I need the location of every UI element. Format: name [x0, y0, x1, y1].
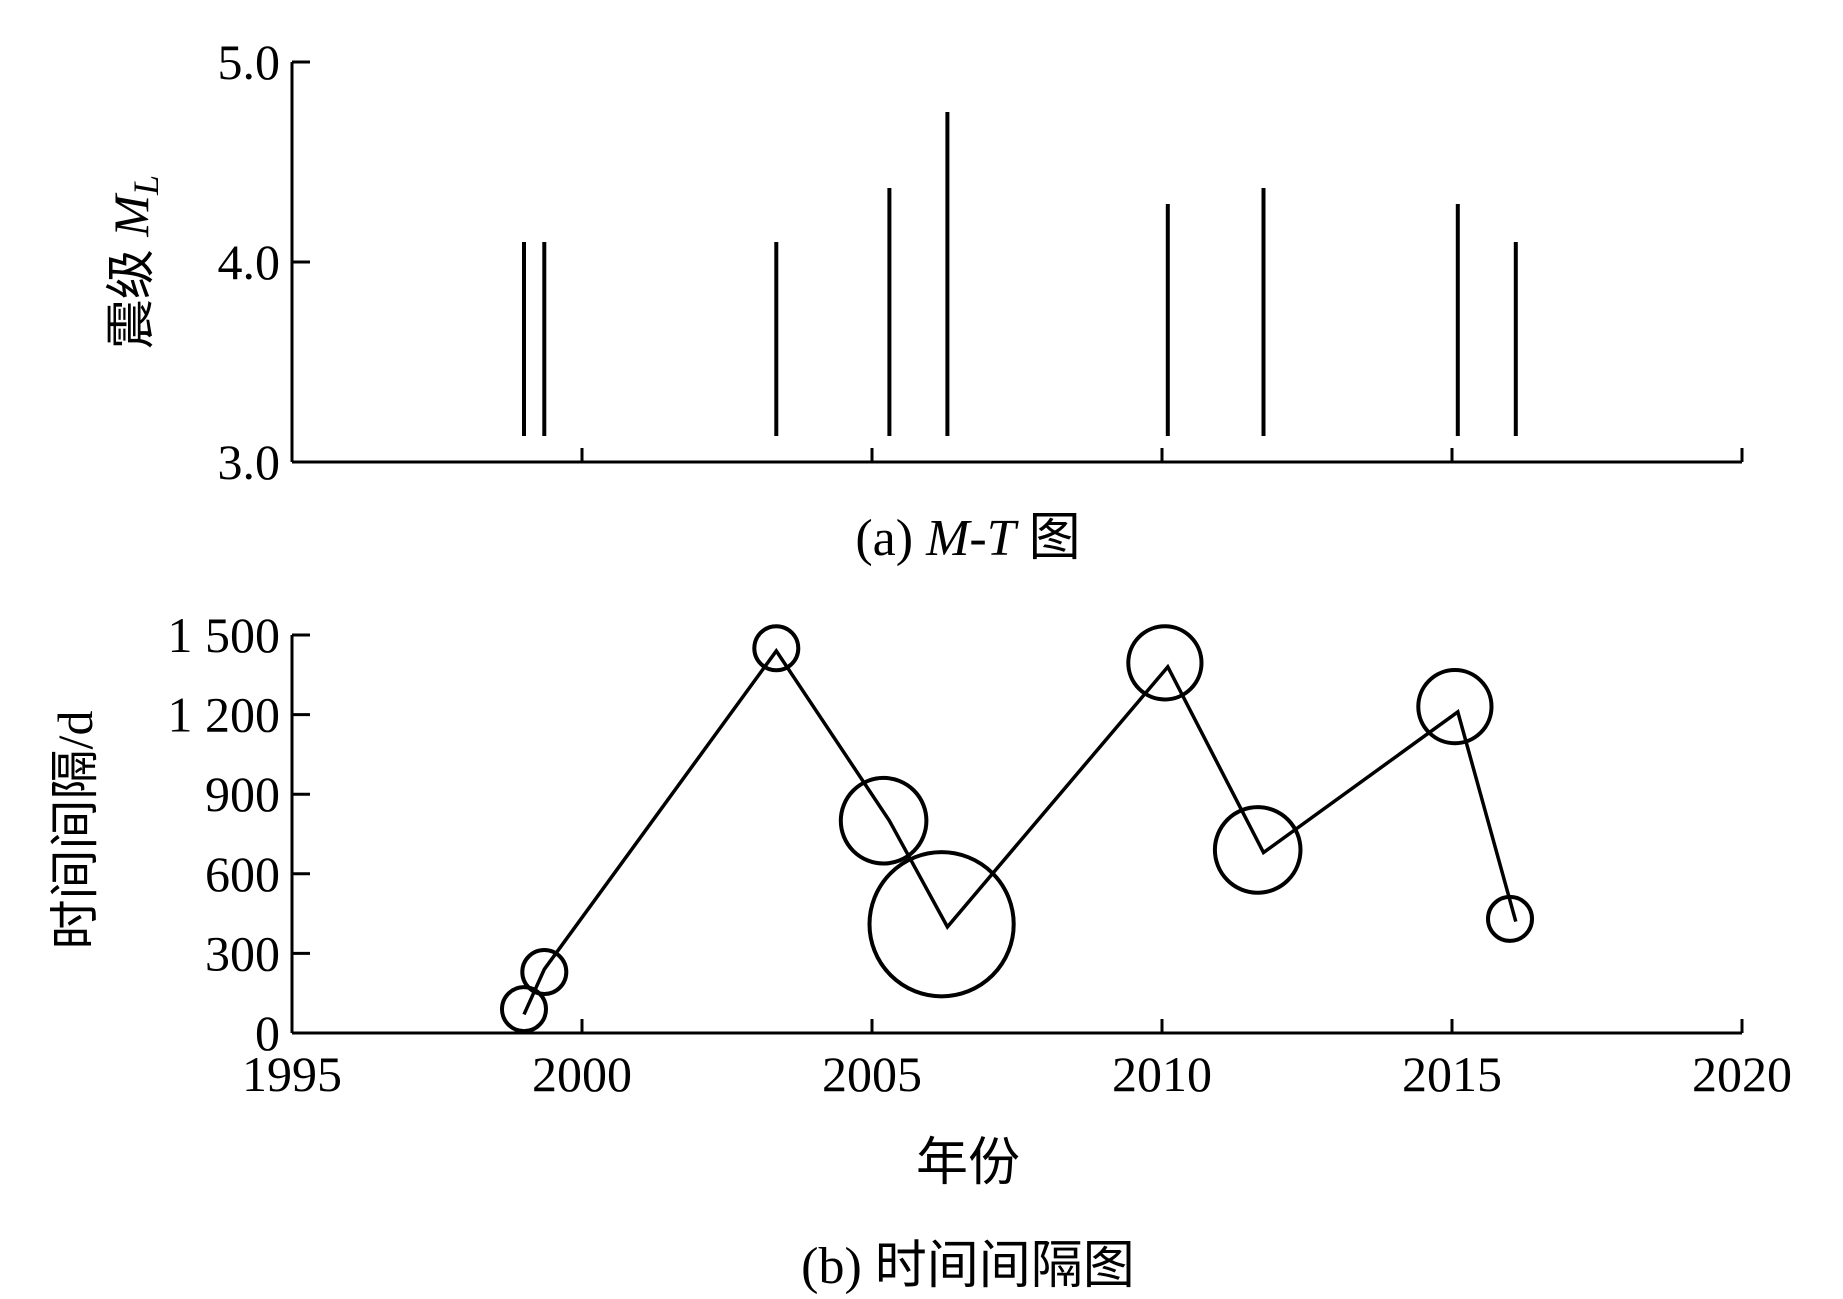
panel-a-y-tick-label: 5.0 [218, 34, 281, 90]
event-circle [1416, 668, 1494, 746]
panel-b-interval-line [522, 647, 1518, 1016]
event-circle [1486, 894, 1534, 943]
panel-b-x-tick-label: 2005 [822, 1046, 922, 1102]
panel-b-y-tick-label: 0 [255, 1005, 280, 1061]
event-circle [752, 624, 801, 673]
panel-a-y-tick-label: 3.0 [218, 434, 281, 490]
panel-b: 0 300 600 900 1 200 1 500 1995 2000 2005 2010 201… [47, 607, 1792, 1295]
event-circle [500, 985, 548, 1034]
panel-b-y-tick-label: 1 200 [168, 687, 281, 743]
panel-b-x-tick-label: 2015 [1402, 1046, 1502, 1102]
panel-b-magnitude-circles [500, 624, 1534, 1034]
event-circle [1212, 805, 1303, 895]
panel-b-y-label: 时间间隔/d [47, 711, 103, 950]
panel-b-x-tick-label: 2010 [1112, 1046, 1212, 1102]
panel-b-y-tick-label: 600 [205, 846, 280, 902]
panel-b-x-tick-label: 1995 [242, 1046, 342, 1102]
panel-b-caption: (b) 时间间隔图 [801, 1238, 1135, 1295]
panel-a-caption: (a) M-T 图 [855, 510, 1080, 567]
panel-a-y-label: 震级 ML [103, 175, 166, 349]
panel-a-y-ticks: 3.0 4.0 5.0 [218, 34, 310, 490]
panel-b-y-tick-label: 1 500 [168, 607, 281, 663]
event-circle [1126, 624, 1204, 702]
panel-a: 3.0 4.0 5.0 震级 ML (a) M-T 图 [103, 34, 1744, 567]
panel-a-y-tick-label: 4.0 [218, 234, 281, 290]
event-circle [838, 775, 929, 866]
panel-b-y-tick-label: 900 [205, 766, 280, 822]
panel-b-y-tick-label: 300 [205, 925, 280, 981]
panel-a-x-ticks [580, 448, 1744, 462]
panel-b-x-tick-label: 2020 [1692, 1046, 1792, 1102]
panel-b-x-tick-label: 2000 [532, 1046, 632, 1102]
panel-b-x-ticks: 1995 2000 2005 2010 2015 2020 [242, 1019, 1792, 1102]
panel-a-bars [522, 112, 1518, 436]
panel-b-x-label: 年份 [916, 1135, 1020, 1192]
panel-b-y-ticks: 0 300 600 900 1 200 1 500 [168, 607, 310, 1061]
event-circle [867, 850, 1016, 999]
event-circle [520, 947, 569, 996]
